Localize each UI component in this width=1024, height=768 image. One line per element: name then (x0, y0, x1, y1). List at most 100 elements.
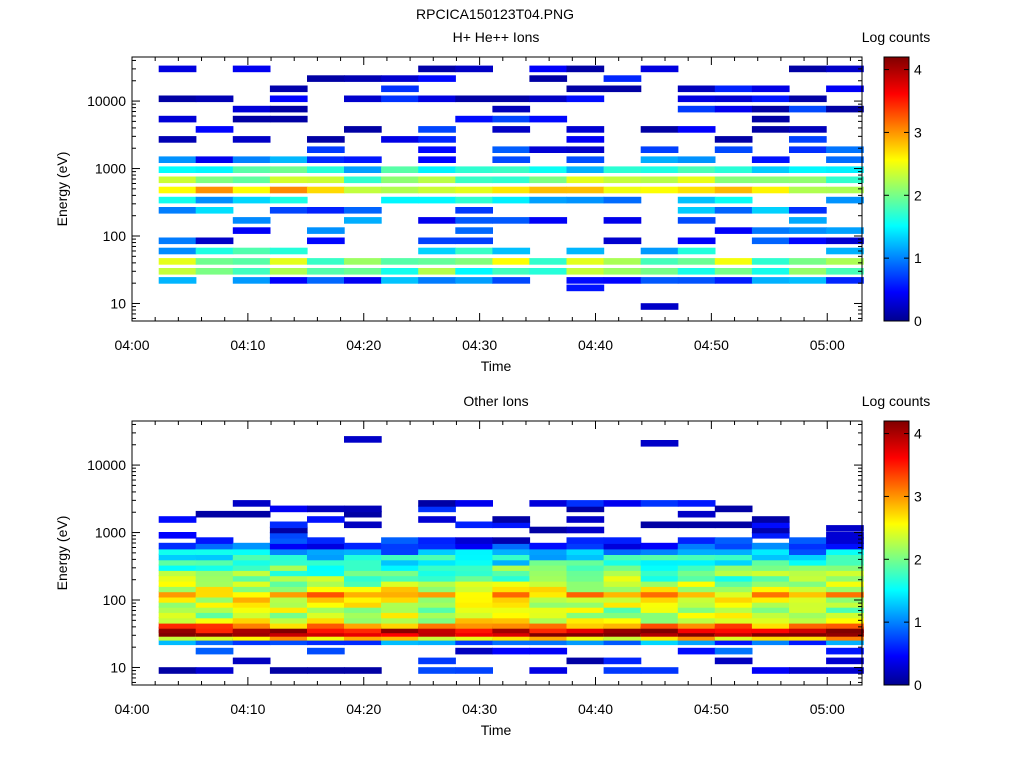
y-tick-label: 100 (103, 228, 127, 244)
heatmap-cell (232, 176, 271, 184)
heatmap-cell (751, 590, 790, 598)
heatmap-cell (603, 606, 642, 613)
heatmap-cell (344, 505, 382, 513)
heatmap-cell (455, 65, 493, 73)
heatmap-cell (677, 85, 716, 93)
heatmap-cell (677, 638, 716, 646)
heatmap-cell (714, 227, 753, 234)
heatmap-cell (529, 601, 568, 608)
heatmap-cell (529, 500, 568, 507)
heatmap-cell (158, 611, 197, 619)
y-tick-label: 10000 (87, 457, 126, 473)
heatmap-cell (232, 634, 271, 641)
heatmap-cell (751, 601, 790, 608)
heatmap-cell (677, 647, 716, 655)
heatmap-cell (232, 217, 271, 224)
heatmap-cell (307, 156, 345, 163)
heatmap-cell (529, 258, 568, 265)
heatmap-cell (826, 606, 864, 613)
heatmap-cell (492, 564, 531, 571)
heatmap-cell (269, 532, 308, 539)
x-tick-label: 04:00 (114, 337, 149, 353)
heatmap-cell (677, 268, 716, 275)
heatmap-cell (640, 521, 679, 529)
heatmap-cell (751, 580, 790, 587)
heatmap-cell (344, 585, 382, 593)
heatmap-cell (158, 569, 197, 577)
heatmap-cell (677, 580, 716, 587)
colorbar-tick-label: 1 (914, 614, 922, 630)
heatmap-cell (381, 617, 419, 624)
heatmap-cell (269, 542, 308, 550)
heatmap-cell (232, 569, 271, 577)
heatmap-cell (603, 657, 642, 665)
heatmap-cell (603, 75, 642, 82)
heatmap-cell (381, 622, 419, 629)
heatmap-cell (677, 277, 716, 284)
heatmap-cell (529, 268, 568, 275)
heatmap-cell (418, 606, 456, 613)
heatmap-cell (714, 537, 753, 544)
heatmap-cell (826, 65, 864, 73)
heatmap-cell (529, 622, 568, 629)
heatmap-cell (418, 630, 456, 637)
heatmap-cell (640, 667, 679, 674)
heatmap-cell (195, 559, 234, 566)
heatmap-cell (714, 85, 753, 93)
heatmap-cell (529, 647, 568, 655)
heatmap-cell (492, 611, 531, 619)
heatmap-cell (381, 196, 419, 204)
heatmap-cell (344, 575, 382, 582)
heatmap-cell (640, 617, 679, 624)
heatmap-cell (640, 548, 679, 555)
heatmap-cell (492, 638, 531, 646)
heatmap-cell (455, 638, 493, 646)
heatmap-cell (826, 277, 864, 284)
heatmap-cell (492, 548, 531, 555)
heatmap-cells (158, 436, 864, 674)
heatmap-cell (269, 569, 308, 577)
heatmap-cell (344, 611, 382, 619)
heatmap-cell (381, 630, 419, 637)
y-tick-label: 1000 (95, 161, 126, 177)
heatmap-cell (158, 207, 197, 214)
heatmap-cell (714, 634, 753, 641)
heatmap-cell (677, 559, 716, 566)
heatmap-cell (269, 559, 308, 566)
heatmap-cell (566, 585, 605, 593)
heatmap-cell (455, 95, 493, 103)
heatmap-cell (307, 537, 345, 544)
heatmap-cell (381, 638, 419, 646)
y-axis-label: Energy (eV) (54, 516, 70, 591)
heatmap-cell (603, 553, 642, 561)
heatmap-cell (789, 542, 827, 550)
heatmap-cell (751, 105, 790, 113)
heatmap-cell (344, 580, 382, 587)
heatmap-cell (826, 525, 864, 532)
heatmap-cell (158, 622, 197, 629)
heatmap-cell (232, 277, 271, 284)
heatmap-cell (640, 553, 679, 561)
heatmap-cell (307, 575, 345, 582)
heatmap-cell (714, 638, 753, 646)
heatmap-cell (603, 569, 642, 577)
heatmap-cell (492, 105, 531, 113)
heatmap-cell (492, 268, 531, 275)
heatmap-cell (307, 146, 345, 153)
heatmap-cell (381, 186, 419, 194)
heatmap-cell (381, 601, 419, 608)
heatmap-cell (344, 548, 382, 555)
heatmap-cell (455, 115, 493, 123)
heatmap-cell (158, 553, 197, 561)
heatmap-cell (307, 258, 345, 265)
heatmap-cell (529, 115, 568, 123)
heatmap-cell (714, 146, 753, 153)
heatmap-cell (789, 596, 827, 603)
heatmap-cell (418, 126, 456, 133)
heatmap-cell (677, 564, 716, 571)
heatmap-cell (751, 548, 790, 555)
heatmap-cell (566, 196, 605, 204)
heatmap-cell (344, 166, 382, 173)
heatmap-cell (158, 596, 197, 603)
y-ticks: 10 100 1000 10000 (87, 59, 862, 319)
